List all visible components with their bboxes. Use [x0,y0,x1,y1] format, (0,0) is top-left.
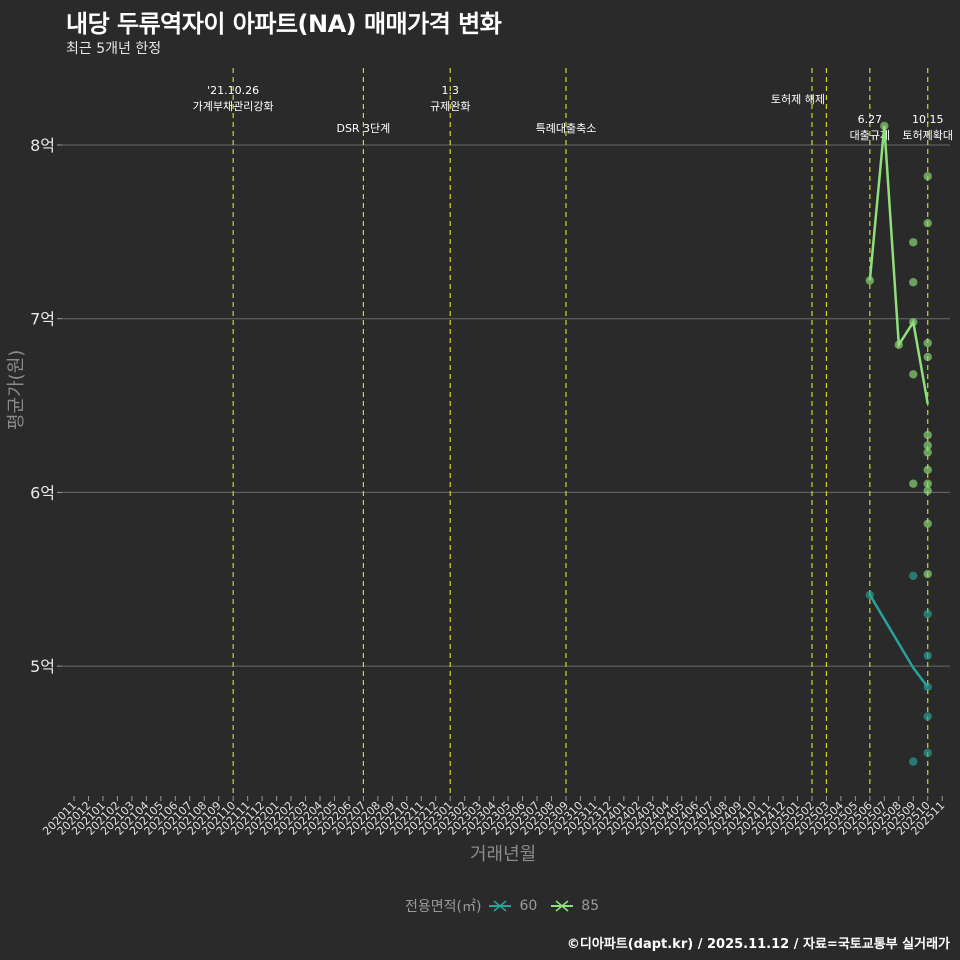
series-85-point [909,317,918,327]
series-85-point [923,218,932,228]
series-85-point [909,479,918,488]
series-60-point [923,748,932,758]
series-85-point [923,479,932,488]
series-85-point [923,172,932,181]
series-60-point [923,712,932,721]
series-85-point [923,465,932,475]
series-60-point [865,590,875,600]
series-60-point [909,757,918,766]
series-85-point [923,441,932,450]
event-date-label: 1.3 [441,84,459,97]
series-85-point [923,430,932,440]
series-85-point [923,448,932,457]
series-85-line [868,125,929,405]
legend-key-85-icon [551,899,574,913]
event-label: 토허제확대 [902,129,953,142]
source-footer: ©디아파트(dapt.kr) / 2025.11.12 / 자료=국토교통부 실… [566,937,950,952]
y-tick-label: 8억 [30,136,55,155]
series-85-point [909,238,918,247]
y-tick-label: 6억 [30,483,55,502]
series-60-point [909,571,918,580]
x-axis-title: 거래년월 [470,844,537,865]
chart-title: 내당 두류역자이 아파트(NA) 매매가격 변화 [66,10,502,38]
series-60-line [868,594,929,688]
series-85-point [880,121,889,131]
series-60-point [923,609,932,619]
y-axis-title: 평균가(원) [6,349,27,430]
event-date-label: 10.15 [912,113,944,126]
series-85-point [923,352,932,362]
series-85-point [909,278,918,287]
event-date-label: 6.27 [858,113,883,126]
event-label: 가계부채관리강화 [193,100,274,113]
y-tick-label: 5억 [30,657,55,676]
series-85-point [923,569,932,579]
event-label: 토허제 해제 [771,92,825,106]
event-label: 대출규제 [850,129,890,142]
chart-subtitle: 최근 5개년 한정 [66,41,162,57]
legend-title: 전용면적(㎡) [405,899,482,915]
event-date-label: '21.10.26 [207,84,259,97]
legend-label-85: 85 [581,898,600,914]
event-label: 규제완화 [430,100,470,113]
event-label: DSR 3단계 [336,122,390,135]
series-85-point [865,276,875,285]
event-label: 특례대출축소 [536,122,597,135]
series-60-point [923,651,932,660]
legend-key-60-icon [489,899,512,913]
legend-label-60: 60 [519,898,538,914]
series-85-point [923,519,932,528]
series-85-point [923,486,932,495]
series-85-point [894,340,903,349]
series-60-point [923,682,932,692]
legend: 전용면적(㎡) 60 85 [405,896,599,916]
y-tick-label: 7억 [30,310,55,329]
series-85-point [923,338,932,348]
series-85-point [909,370,918,379]
